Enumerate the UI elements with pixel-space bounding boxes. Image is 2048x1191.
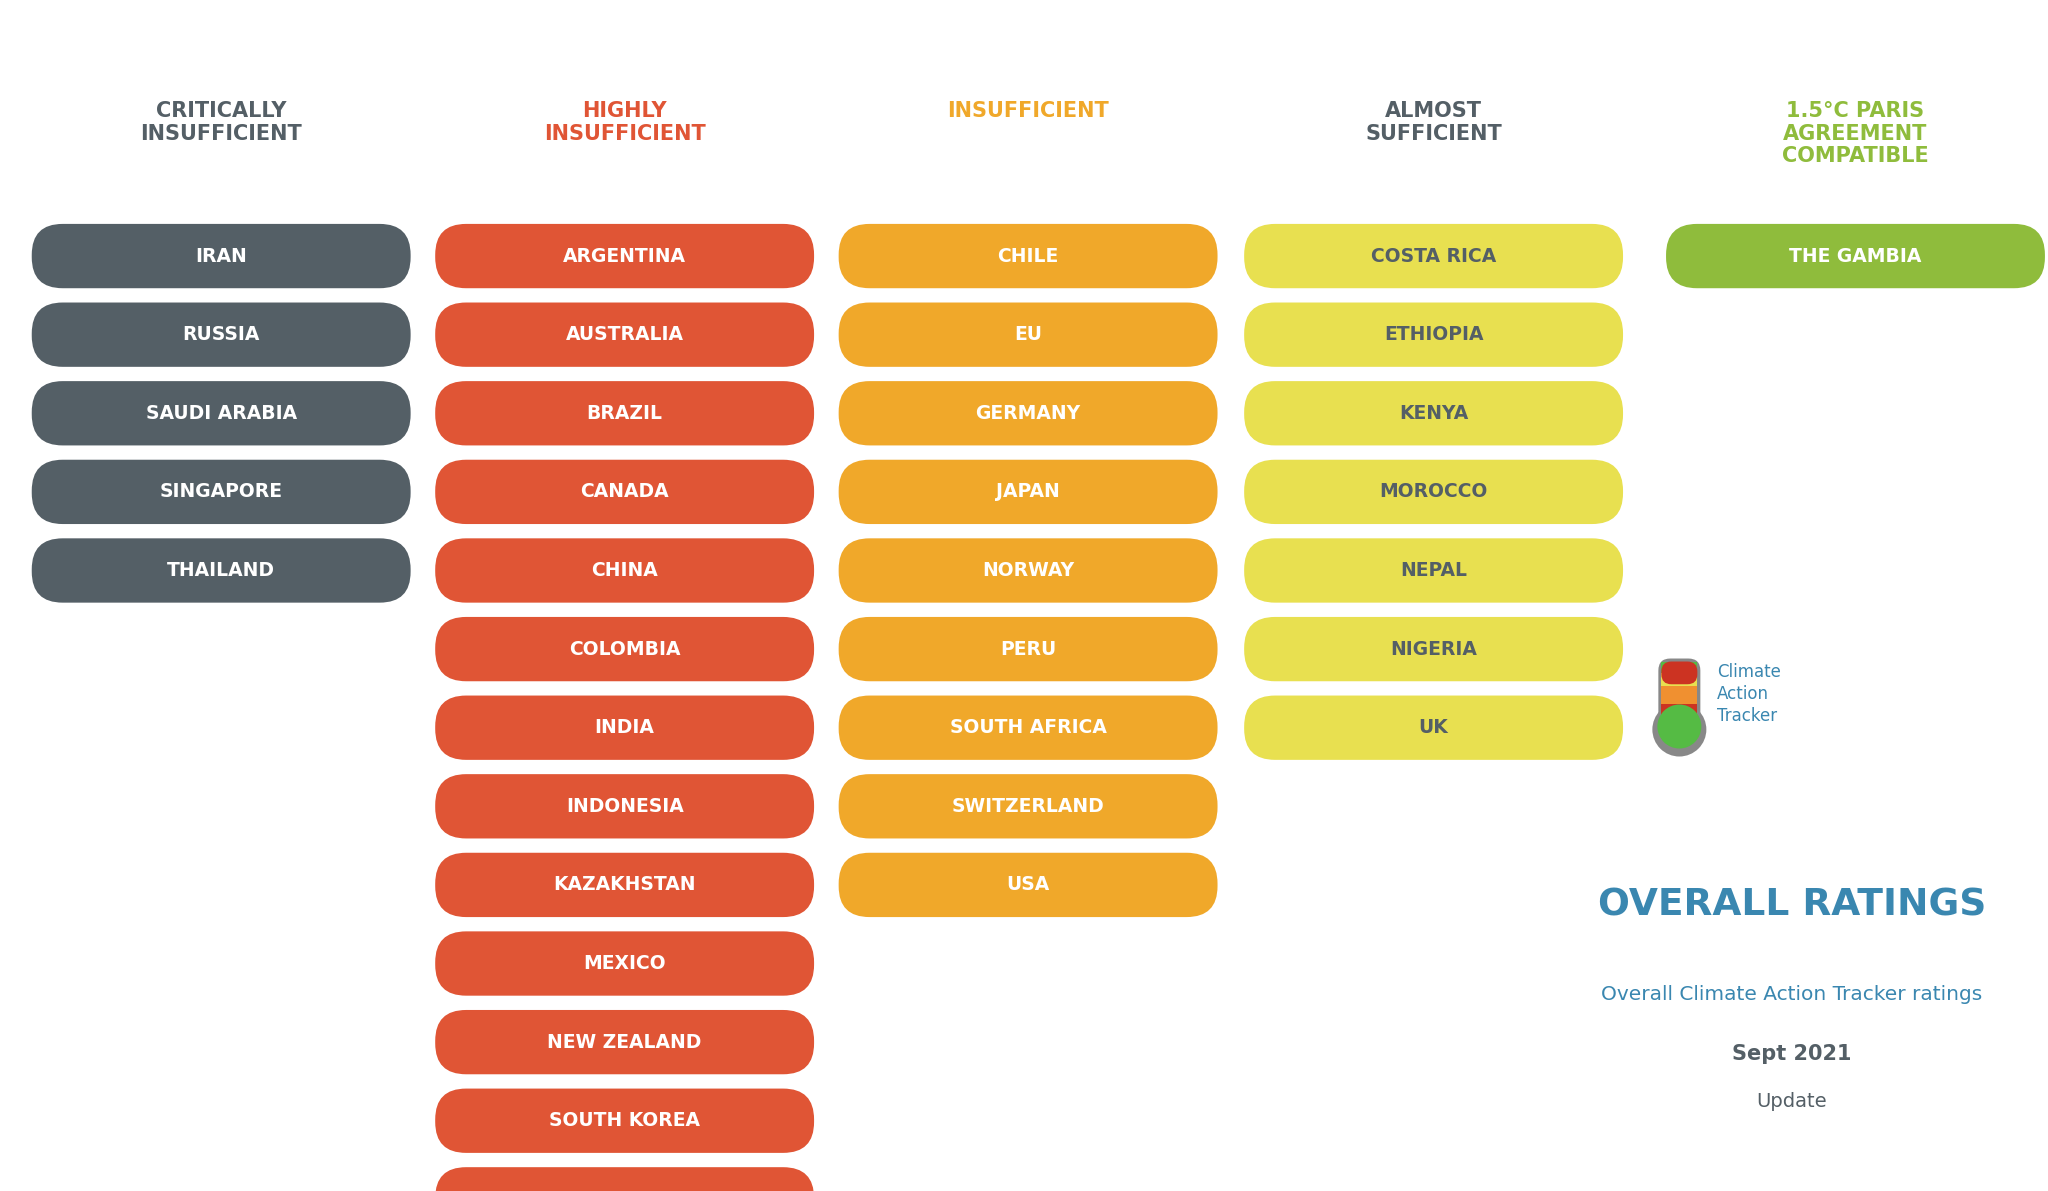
FancyBboxPatch shape [436,303,815,367]
FancyBboxPatch shape [436,538,815,603]
Text: Sept 2021: Sept 2021 [1733,1045,1851,1064]
Text: MEXICO: MEXICO [584,954,666,973]
Text: SINGAPORE: SINGAPORE [160,482,283,501]
FancyBboxPatch shape [840,460,1217,524]
Text: THAILAND: THAILAND [168,561,274,580]
Text: COSTA RICA: COSTA RICA [1370,247,1497,266]
FancyBboxPatch shape [1659,659,1700,730]
Ellipse shape [1653,703,1706,756]
FancyBboxPatch shape [1243,538,1622,603]
FancyBboxPatch shape [840,774,1217,838]
Text: SOUTH AFRICA: SOUTH AFRICA [950,718,1106,737]
Text: 1.5°C PARIS
AGREEMENT
COMPATIBLE: 1.5°C PARIS AGREEMENT COMPATIBLE [1782,101,1929,166]
Text: SWITZERLAND: SWITZERLAND [952,797,1104,816]
FancyBboxPatch shape [436,1010,815,1074]
FancyBboxPatch shape [436,696,815,760]
FancyBboxPatch shape [436,931,815,996]
FancyBboxPatch shape [436,1089,815,1153]
Text: Overall Climate Action Tracker ratings: Overall Climate Action Tracker ratings [1602,985,1982,1004]
FancyBboxPatch shape [840,617,1217,681]
Text: IRAN: IRAN [195,247,248,266]
FancyBboxPatch shape [1243,460,1622,524]
FancyBboxPatch shape [436,853,815,917]
FancyBboxPatch shape [436,381,815,445]
Text: OVERALL RATINGS: OVERALL RATINGS [1597,887,1987,923]
Text: HIGHLY
INSUFFICIENT: HIGHLY INSUFFICIENT [545,101,705,144]
FancyBboxPatch shape [840,381,1217,445]
FancyBboxPatch shape [1243,617,1622,681]
FancyBboxPatch shape [436,224,815,288]
Text: NIGERIA: NIGERIA [1391,640,1477,659]
Text: Climate
Action
Tracker: Climate Action Tracker [1718,663,1782,725]
FancyBboxPatch shape [31,381,410,445]
FancyBboxPatch shape [436,460,815,524]
Text: NORWAY: NORWAY [983,561,1073,580]
Text: INDONESIA: INDONESIA [565,797,684,816]
Text: EU: EU [1014,325,1042,344]
Text: SOUTH KOREA: SOUTH KOREA [549,1111,700,1130]
Text: NEW ZEALAND: NEW ZEALAND [547,1033,702,1052]
Text: THE GAMBIA: THE GAMBIA [1790,247,1921,266]
FancyBboxPatch shape [31,460,410,524]
FancyBboxPatch shape [1661,661,1698,685]
FancyBboxPatch shape [840,224,1217,288]
Text: MOROCCO: MOROCCO [1380,482,1487,501]
FancyBboxPatch shape [840,696,1217,760]
Text: COLOMBIA: COLOMBIA [569,640,680,659]
Text: KENYA: KENYA [1399,404,1468,423]
Text: BRAZIL: BRAZIL [586,404,664,423]
Text: GERMANY: GERMANY [975,404,1081,423]
Text: ARGENTINA: ARGENTINA [563,247,686,266]
Text: USA: USA [1006,875,1051,894]
FancyBboxPatch shape [840,853,1217,917]
Text: UK: UK [1419,718,1448,737]
FancyBboxPatch shape [1243,224,1622,288]
Ellipse shape [1657,705,1702,748]
Text: CHINA: CHINA [592,561,657,580]
Text: NEPAL: NEPAL [1401,561,1466,580]
FancyBboxPatch shape [436,774,815,838]
FancyBboxPatch shape [436,1167,815,1191]
FancyBboxPatch shape [31,303,410,367]
FancyBboxPatch shape [31,224,410,288]
Text: INSUFFICIENT: INSUFFICIENT [948,101,1108,121]
Text: ALMOST
SUFFICIENT: ALMOST SUFFICIENT [1366,101,1501,144]
FancyBboxPatch shape [436,617,815,681]
Text: CHILE: CHILE [997,247,1059,266]
FancyBboxPatch shape [1661,704,1698,727]
FancyBboxPatch shape [1661,673,1698,686]
FancyBboxPatch shape [840,303,1217,367]
Text: SAUDI ARABIA: SAUDI ARABIA [145,404,297,423]
Text: INDIA: INDIA [594,718,655,737]
FancyBboxPatch shape [1243,303,1622,367]
Text: RUSSIA: RUSSIA [182,325,260,344]
FancyBboxPatch shape [1661,686,1698,704]
FancyBboxPatch shape [1667,224,2044,288]
Text: CRITICALLY
INSUFFICIENT: CRITICALLY INSUFFICIENT [141,101,301,144]
FancyBboxPatch shape [1243,381,1622,445]
Text: PERU: PERU [999,640,1057,659]
Text: ETHIOPIA: ETHIOPIA [1384,325,1483,344]
Text: JAPAN: JAPAN [995,482,1061,501]
FancyBboxPatch shape [1243,696,1622,760]
Text: CANADA: CANADA [580,482,670,501]
Text: AUSTRALIA: AUSTRALIA [565,325,684,344]
FancyBboxPatch shape [840,538,1217,603]
FancyBboxPatch shape [31,538,410,603]
FancyBboxPatch shape [1661,661,1698,673]
Text: Update: Update [1757,1092,1827,1111]
Text: KAZAKHSTAN: KAZAKHSTAN [553,875,696,894]
